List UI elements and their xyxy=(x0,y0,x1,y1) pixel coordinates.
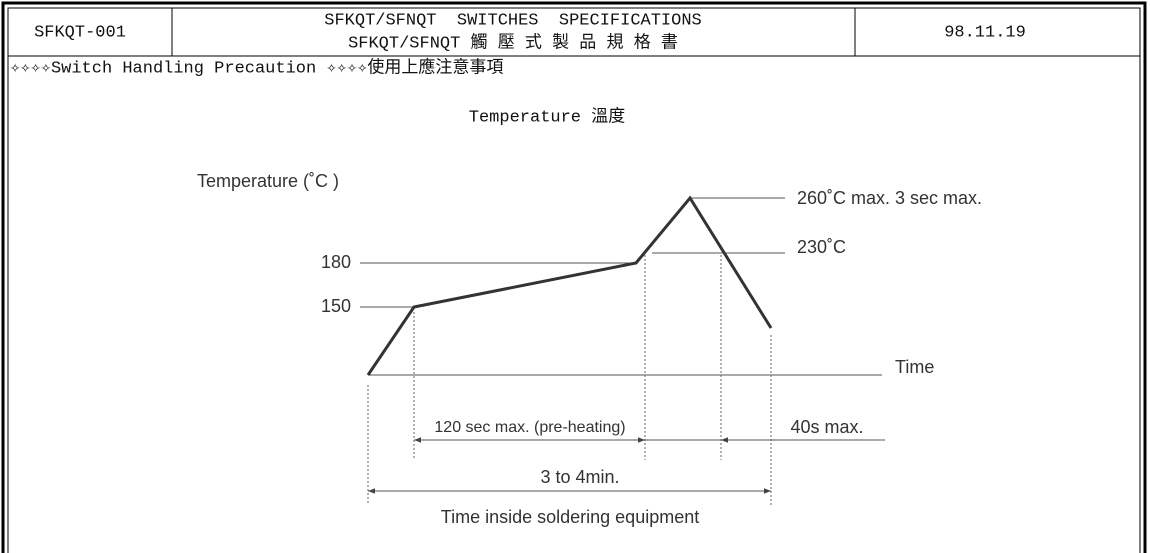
interval-label: 3 to 4min. xyxy=(540,467,619,487)
title-zh: SFKQT/SFNQT 觸 壓 式 製 品 規 格 書 xyxy=(348,32,678,53)
temperature-profile xyxy=(366,195,773,376)
precaution: ✧✧✧✧Switch Handling Precaution ✧✧✧✧使用上應注… xyxy=(10,56,503,78)
diagram: Temperature (˚C ) Time 180 150 260˚C max… xyxy=(197,171,982,527)
level-label: 150 xyxy=(321,296,351,316)
x-axis-label: Time xyxy=(895,357,934,377)
interval-label: 40s max. xyxy=(790,417,863,437)
caption: Time inside soldering equipment xyxy=(441,507,699,527)
interval-label: 120 sec max. (pre-heating) xyxy=(434,419,625,436)
section-title: Temperature 溫度 xyxy=(469,106,625,127)
title-en: SFKQT/SFNQT SWITCHES SPECIFICATIONS xyxy=(324,11,701,30)
annotation: 230˚C xyxy=(797,237,846,257)
y-axis-label: Temperature (˚C ) xyxy=(197,171,339,191)
doc-id: SFKQT-001 xyxy=(34,23,126,42)
date: 98.11.19 xyxy=(944,23,1026,42)
annotation: 260˚C max. 3 sec max. xyxy=(797,188,982,208)
level-label: 180 xyxy=(321,252,351,272)
